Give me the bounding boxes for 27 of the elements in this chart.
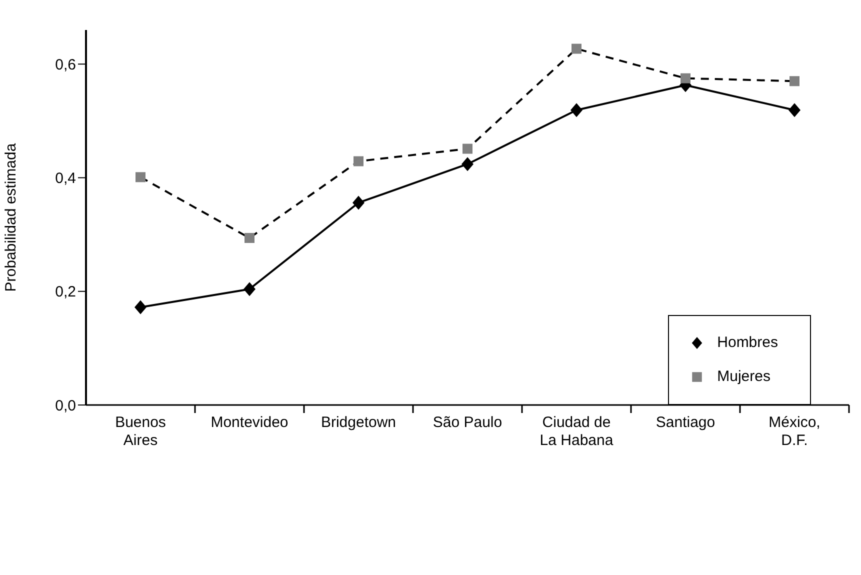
y-axis-title: Probabilidad estimada <box>2 142 20 292</box>
x-tick-label: Buenos Aires <box>115 414 166 449</box>
point <box>244 232 254 243</box>
x-tick-label: Ciudad de La Habana <box>540 414 614 449</box>
point <box>354 156 364 166</box>
x-tick-label: São Paulo <box>432 414 502 431</box>
legend-label: Mujeres <box>717 368 770 385</box>
y-tick-label: 0,4 <box>55 170 76 188</box>
point <box>244 282 256 296</box>
legend-label: Hombres <box>717 334 778 351</box>
x-tick-label: Montevideo <box>210 414 288 431</box>
point <box>680 73 690 84</box>
x-tick-label: Bridgetown <box>320 414 396 431</box>
point <box>572 44 582 54</box>
point <box>790 76 800 86</box>
point <box>134 300 146 314</box>
point <box>462 157 474 172</box>
point <box>462 144 472 154</box>
point <box>352 196 364 210</box>
point <box>788 103 800 118</box>
point <box>570 103 582 118</box>
point <box>136 172 146 182</box>
y-tick-label: 0,6 <box>55 56 76 74</box>
y-tick-label: 0,0 <box>55 397 76 414</box>
x-tick-label: Santiago <box>656 414 716 431</box>
x-tick-label: México, D.F. <box>768 414 820 449</box>
y-tick-label: 0,2 <box>55 284 76 301</box>
